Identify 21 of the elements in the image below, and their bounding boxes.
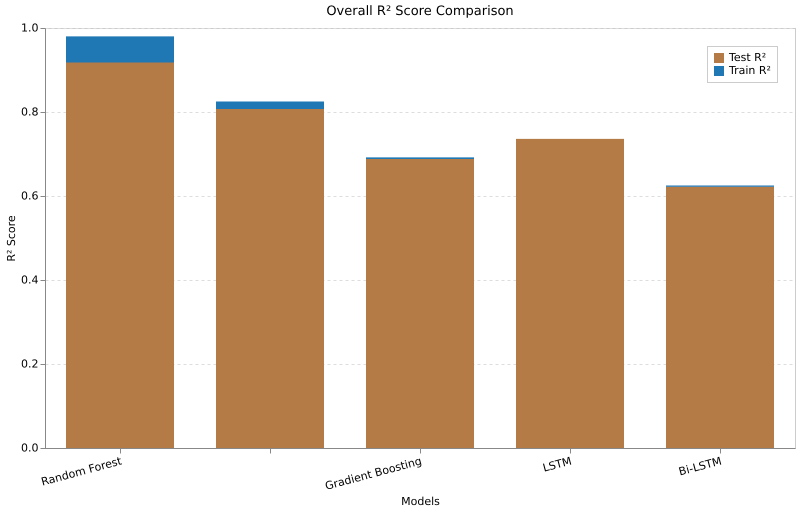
y-tick-label: 1.0	[21, 22, 38, 34]
x-tick-label: Gradient Boosting	[324, 454, 424, 493]
bar	[216, 109, 324, 448]
y-tick-label: 0.6	[21, 190, 38, 202]
x-tick-label: LSTM	[541, 454, 574, 475]
x-tick-label: Random Forest	[40, 454, 124, 489]
legend-label: Test R²	[728, 51, 766, 64]
bar	[66, 36, 174, 62]
y-axis-title: R² Score	[5, 215, 18, 262]
bar	[666, 186, 774, 448]
y-tick-label: 0.0	[21, 442, 38, 454]
bar	[216, 102, 324, 110]
legend-label: Train R²	[728, 64, 771, 77]
bar	[516, 138, 624, 448]
bar	[66, 62, 174, 448]
y-tick-label: 0.2	[21, 358, 38, 370]
x-axis-title: Models	[401, 494, 440, 508]
chart-title: Overall R² Score Comparison	[326, 4, 514, 19]
y-tick-label: 0.4	[21, 274, 38, 286]
y-tick-label: 0.8	[21, 106, 38, 118]
bar	[366, 159, 474, 448]
